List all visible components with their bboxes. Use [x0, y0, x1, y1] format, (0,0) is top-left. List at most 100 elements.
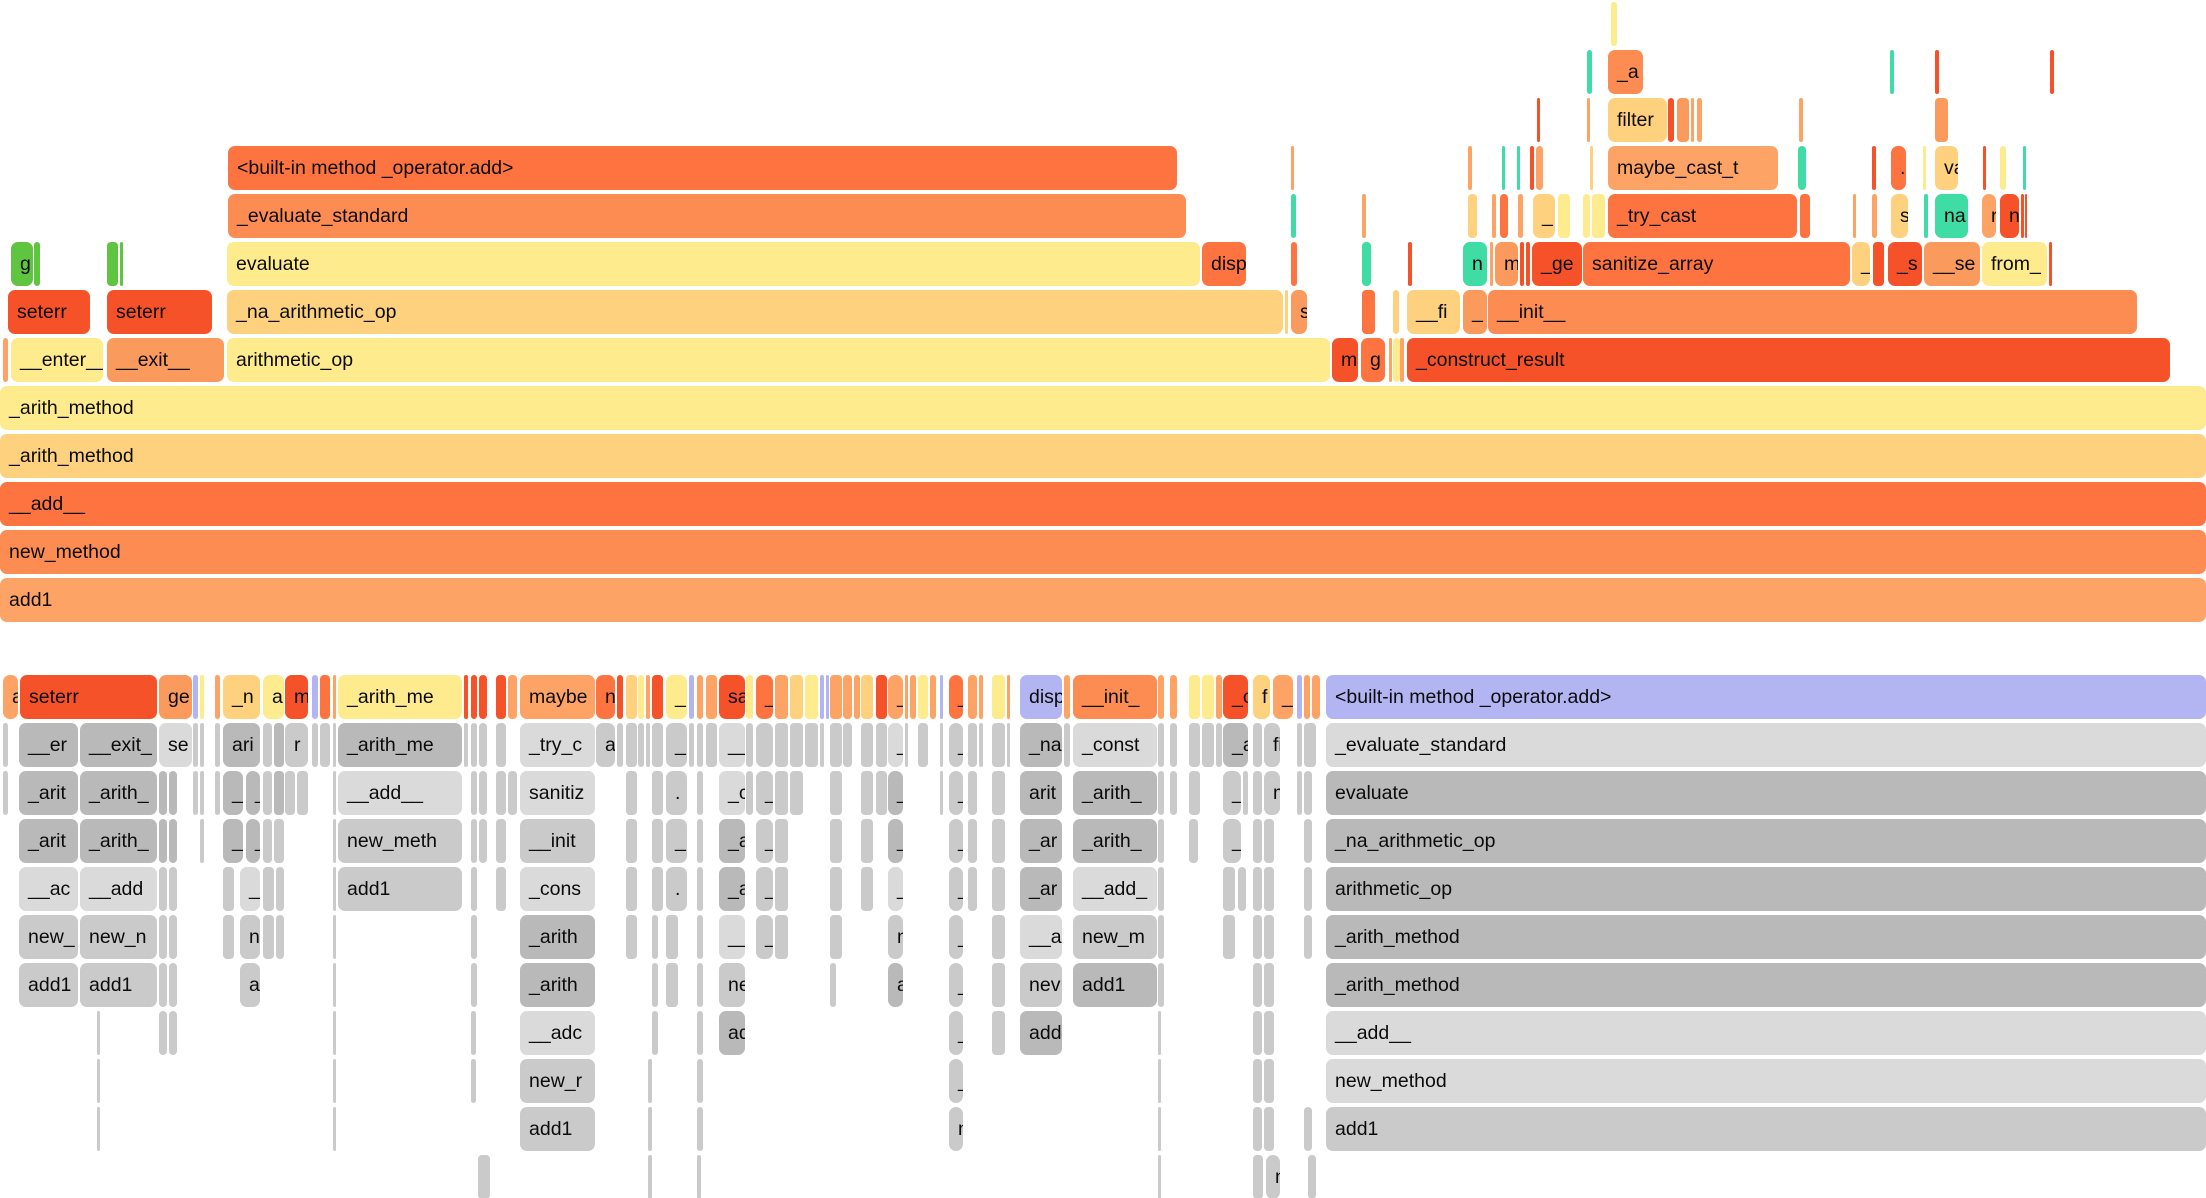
flame-frame[interactable]	[471, 867, 477, 911]
flame-frame[interactable]	[626, 771, 637, 815]
flame-frame[interactable]	[1526, 242, 1530, 286]
flame-frame[interactable]	[646, 723, 650, 767]
flame-frame[interactable]: __add	[80, 867, 157, 911]
flame-frame[interactable]	[790, 675, 803, 719]
flame-frame[interactable]: _arit	[19, 771, 78, 815]
flame-frame[interactable]: add1	[19, 963, 78, 1007]
flame-frame[interactable]	[215, 771, 220, 815]
flame-frame[interactable]: s	[1291, 290, 1307, 334]
flame-frame[interactable]: sa	[719, 675, 745, 719]
flame-frame[interactable]	[626, 819, 637, 863]
flame-frame[interactable]	[263, 819, 272, 863]
flame-frame[interactable]	[830, 723, 842, 767]
flame-frame[interactable]	[861, 771, 873, 815]
flame-frame[interactable]	[697, 675, 703, 719]
flame-frame[interactable]: _	[666, 819, 687, 863]
flame-frame[interactable]	[1189, 771, 1200, 815]
flame-frame[interactable]	[830, 771, 842, 815]
flame-frame[interactable]	[1592, 194, 1605, 238]
flame-frame[interactable]	[930, 675, 936, 719]
flame-frame[interactable]: _arith_method	[0, 386, 2206, 430]
flame-frame[interactable]	[297, 771, 308, 815]
flame-frame[interactable]	[697, 915, 703, 959]
flame-frame[interactable]: _	[1463, 290, 1487, 334]
flame-frame[interactable]: __	[240, 867, 260, 911]
flame-frame[interactable]	[1064, 723, 1070, 767]
flame-frame[interactable]	[1202, 675, 1214, 719]
flame-frame[interactable]	[1264, 1107, 1274, 1151]
flame-frame[interactable]	[992, 771, 1005, 815]
flame-frame[interactable]	[2023, 146, 2026, 190]
flame-frame[interactable]: a	[263, 675, 284, 719]
flame-frame[interactable]	[1253, 867, 1262, 911]
flame-frame[interactable]: _a	[1223, 771, 1241, 815]
flame-frame[interactable]	[200, 675, 204, 719]
flame-frame[interactable]: _arith_	[80, 771, 157, 815]
flame-frame[interactable]	[979, 675, 983, 719]
flame-frame[interactable]: add1	[1326, 1107, 2206, 1151]
flame-frame[interactable]	[263, 915, 274, 959]
flame-frame[interactable]: __exit_	[80, 723, 157, 767]
flame-frame[interactable]	[1264, 1011, 1274, 1055]
flame-frame[interactable]	[1264, 915, 1274, 959]
flame-frame[interactable]	[3, 771, 8, 815]
flame-frame[interactable]	[479, 819, 487, 863]
flame-frame[interactable]	[830, 675, 842, 719]
flame-frame[interactable]	[333, 675, 336, 719]
flame-frame[interactable]	[1408, 242, 1412, 286]
flame-frame[interactable]	[1872, 194, 1877, 238]
flame-frame[interactable]: _arith	[520, 915, 595, 959]
flame-frame[interactable]: _	[246, 819, 260, 863]
flame-frame[interactable]: new_method	[1326, 1059, 2206, 1103]
flame-frame[interactable]	[1924, 194, 1928, 238]
flame-frame[interactable]	[1304, 771, 1312, 815]
flame-frame[interactable]	[1935, 98, 1948, 142]
flame-frame[interactable]: n	[1266, 1155, 1280, 1198]
flame-frame[interactable]	[1170, 675, 1177, 719]
flame-frame[interactable]: n	[596, 675, 615, 719]
flame-frame[interactable]: seterr	[8, 290, 90, 334]
flame-frame[interactable]	[775, 771, 788, 815]
flame-frame[interactable]	[1935, 50, 1939, 94]
flame-frame[interactable]	[159, 819, 167, 863]
flame-frame[interactable]	[626, 675, 637, 719]
flame-frame[interactable]	[274, 771, 284, 815]
flame-frame[interactable]	[1189, 675, 1200, 719]
flame-frame[interactable]	[1583, 194, 1590, 238]
flame-frame[interactable]: _a	[719, 819, 745, 863]
flame-frame[interactable]	[1362, 242, 1371, 286]
flame-frame[interactable]	[861, 723, 873, 767]
flame-frame[interactable]: _na_arithmetic_op	[227, 290, 1283, 334]
flame-frame[interactable]	[478, 1155, 490, 1198]
flame-frame[interactable]: add	[1020, 1011, 1062, 1055]
flame-frame[interactable]	[159, 963, 167, 1007]
flame-frame[interactable]	[775, 819, 788, 863]
flame-frame[interactable]: __init__	[1488, 290, 2137, 334]
flame-frame[interactable]	[1264, 867, 1274, 911]
flame-frame[interactable]: maybe_cast_t	[1608, 146, 1778, 190]
flame-frame[interactable]	[746, 723, 753, 767]
flame-frame[interactable]	[1285, 290, 1288, 334]
flame-frame[interactable]: se	[159, 723, 192, 767]
flame-frame[interactable]	[1216, 675, 1222, 719]
flame-frame[interactable]: _arith_	[80, 819, 157, 863]
flame-frame[interactable]: disp	[1020, 675, 1062, 719]
flame-frame[interactable]: n	[2000, 194, 2019, 238]
flame-frame[interactable]	[1304, 867, 1312, 911]
flame-frame[interactable]	[1304, 723, 1316, 767]
flame-frame[interactable]	[830, 819, 842, 863]
flame-frame[interactable]	[648, 1155, 652, 1198]
flame-frame[interactable]	[1158, 1011, 1161, 1055]
flame-frame[interactable]	[652, 723, 663, 767]
flame-frame[interactable]: _a	[223, 771, 243, 815]
flame-frame[interactable]: a	[3, 675, 18, 719]
flame-frame[interactable]	[1253, 1059, 1262, 1103]
flame-frame[interactable]	[1238, 867, 1246, 911]
flame-frame[interactable]	[1393, 290, 1399, 334]
flame-frame[interactable]: _	[756, 867, 773, 911]
flame-frame[interactable]	[697, 867, 703, 911]
flame-frame[interactable]: _try_c	[520, 723, 595, 767]
flame-frame[interactable]	[1297, 675, 1302, 719]
flame-frame[interactable]: .	[666, 771, 687, 815]
flame-frame[interactable]	[1189, 723, 1200, 767]
